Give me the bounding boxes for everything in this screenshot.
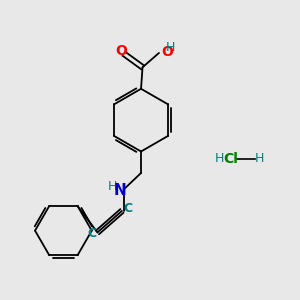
Text: N: N [113,183,126,198]
Text: H: H [255,152,265,166]
Text: H: H [214,152,224,166]
Text: C: C [123,202,132,215]
Text: H: H [165,41,175,54]
Text: O: O [115,44,127,58]
Text: C: C [87,227,96,240]
Text: O: O [161,45,173,59]
Text: Cl: Cl [223,152,238,166]
Text: H: H [108,180,117,193]
